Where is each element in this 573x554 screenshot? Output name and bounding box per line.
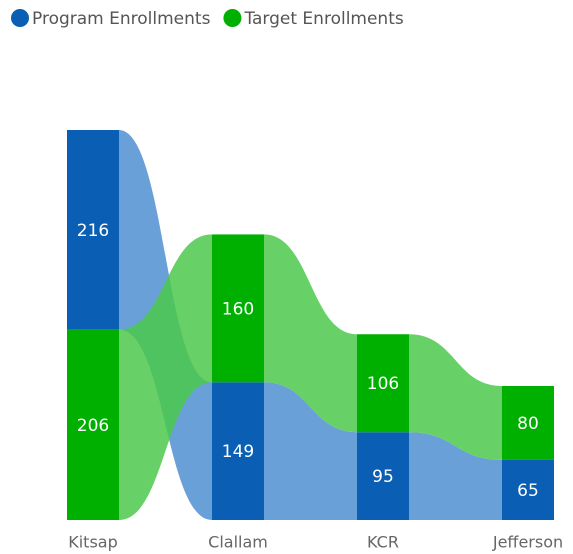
value-label: 80: [517, 414, 539, 434]
ribbon: [264, 382, 357, 520]
value-label: 149: [222, 442, 254, 462]
bar: [67, 329, 119, 520]
ribbon: [264, 234, 357, 433]
value-label: 160: [222, 299, 254, 319]
x-tick-label: Jefferson: [492, 533, 563, 552]
legend-swatch: [11, 9, 29, 27]
bar: [212, 382, 264, 520]
value-label: 216: [77, 221, 109, 241]
x-tick-label: Kitsap: [68, 533, 118, 552]
value-label: 65: [517, 481, 539, 501]
bar: [502, 385, 554, 460]
legend-label: Target Enrollments: [243, 9, 403, 29]
ribbon: [119, 234, 212, 520]
value-label: 106: [367, 374, 399, 394]
ribbon: [409, 334, 502, 460]
x-tick-label: KCR: [367, 533, 399, 552]
x-tick-label: Clallam: [208, 533, 268, 552]
legend-label: Program Enrollments: [32, 9, 211, 29]
value-label: 95: [372, 467, 394, 487]
bar: [357, 334, 409, 433]
bar: [357, 432, 409, 520]
bar: [212, 234, 264, 383]
value-label: 206: [77, 416, 109, 436]
bar: [67, 130, 119, 330]
ribbon: [409, 432, 502, 520]
legend-swatch: [223, 9, 242, 27]
bar: [502, 459, 554, 520]
